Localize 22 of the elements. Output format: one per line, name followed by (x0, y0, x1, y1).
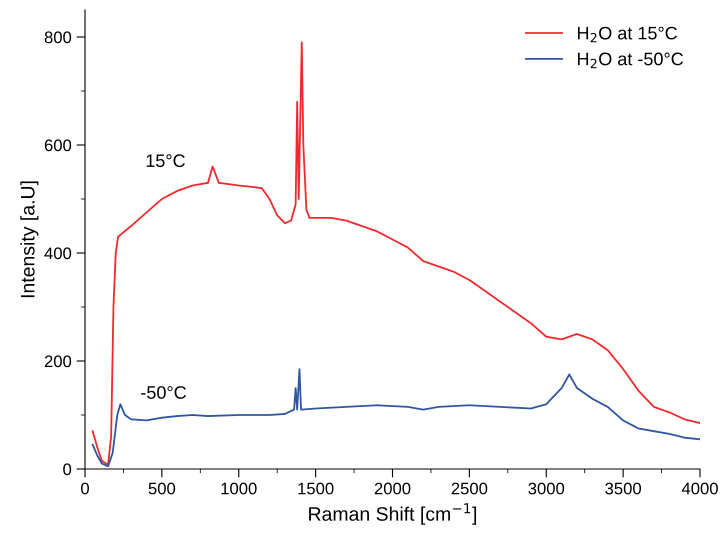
x-tick-label: 3000 (528, 482, 564, 494)
x-tick-label: 2500 (452, 482, 488, 494)
x-tick-label: 4000 (682, 482, 718, 494)
line-series (92, 368, 700, 468)
x-tick-label: 1000 (221, 482, 257, 494)
y-tick-label: 0 (63, 463, 72, 476)
line-series (92, 41, 700, 466)
x-tick-label: 2000 (374, 482, 410, 494)
x-axis-title: Raman Shift [cm$^{−1}$] (309, 503, 476, 525)
x-tick-label: 1500 (298, 482, 334, 494)
y-tick-label: 600 (44, 139, 72, 152)
y-tick-label: 400 (44, 247, 72, 260)
y-axis-title: Intensity [a.U] (20, 181, 38, 298)
annotation: 15°C (146, 154, 185, 168)
y-tick-label: 200 (44, 355, 72, 368)
x-tick-label: 0 (81, 482, 89, 494)
annotation: -50°C (141, 386, 186, 399)
legend-label: H$_{2}$O at 15°C (578, 26, 678, 42)
legend-label: H$_{2}$O at -50°C (578, 52, 684, 68)
x-tick-label: 3500 (605, 482, 642, 494)
x-tick-label: 500 (148, 482, 176, 494)
y-tick-label: 800 (44, 31, 72, 44)
